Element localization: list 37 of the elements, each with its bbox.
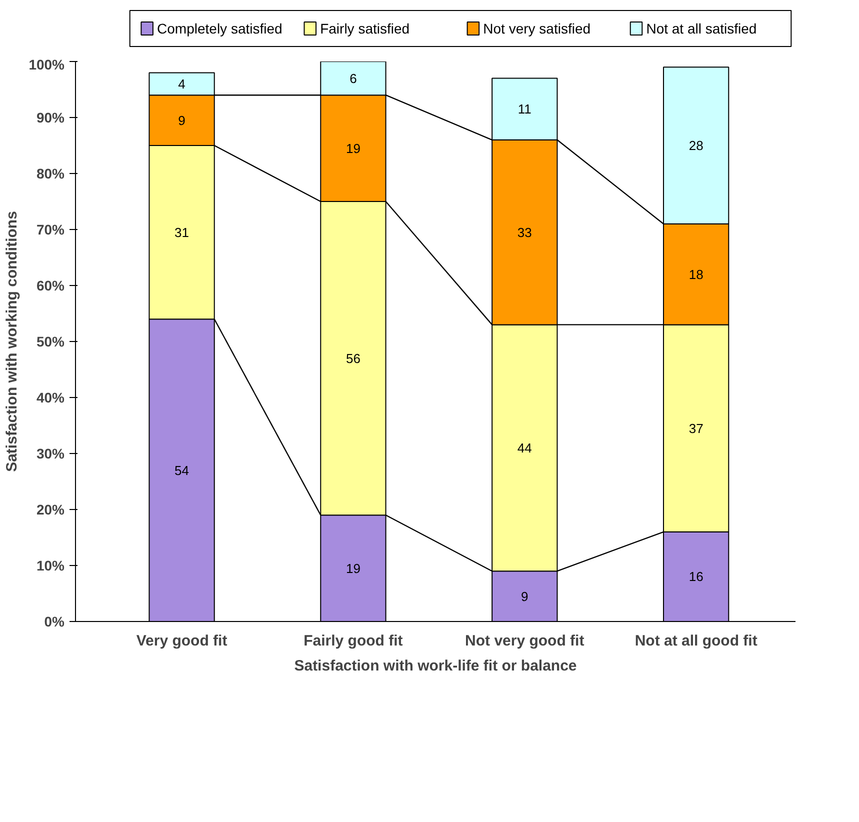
data-label: 4 <box>178 76 186 92</box>
y-tick-label: 90% <box>36 110 66 126</box>
data-label: 37 <box>688 420 704 436</box>
data-label: 54 <box>174 462 190 478</box>
legend-label: Completely satisfied <box>157 20 282 36</box>
y-axis-title: Satisfaction with working conditions <box>4 211 21 472</box>
y-tick-label: 30% <box>36 446 66 462</box>
data-label: 33 <box>517 224 532 240</box>
y-tick-label: 10% <box>36 558 66 574</box>
data-label: 6 <box>350 70 357 86</box>
data-label: 19 <box>346 560 360 576</box>
data-label: 44 <box>517 440 532 456</box>
data-label: 18 <box>688 266 704 282</box>
data-label: 19 <box>346 140 360 156</box>
y-tick-label: 70% <box>36 222 66 238</box>
data-label: 28 <box>688 138 704 153</box>
x-axis-title: Satisfaction with work-life fit or balance <box>294 658 577 674</box>
data-label: 16 <box>688 569 704 584</box>
data-label: 9 <box>178 112 186 128</box>
x-tick-label: Not at all good fit <box>634 632 758 650</box>
y-tick-label: 100% <box>28 56 66 72</box>
data-label: 11 <box>518 102 532 117</box>
y-tick-label: 50% <box>36 334 66 350</box>
legend-label: Not very satisfied <box>483 20 591 36</box>
data-label: 9 <box>521 588 528 604</box>
legend-label: Fairly satisfied <box>320 20 410 36</box>
data-label: 56 <box>346 350 360 366</box>
legend-label: Not at all satisfied <box>646 20 757 36</box>
x-tick-label: Not very good fit <box>465 632 584 650</box>
data-label: 31 <box>174 224 190 240</box>
x-tick-label: Very good fit <box>136 632 228 650</box>
y-tick-label: 40% <box>36 390 66 406</box>
y-tick-label: 60% <box>36 278 66 294</box>
y-tick-label: 20% <box>36 502 66 518</box>
x-tick-label: Fairly good fit <box>304 632 403 650</box>
y-tick-label: 80% <box>36 166 66 182</box>
y-tick-label: 0% <box>44 614 66 630</box>
